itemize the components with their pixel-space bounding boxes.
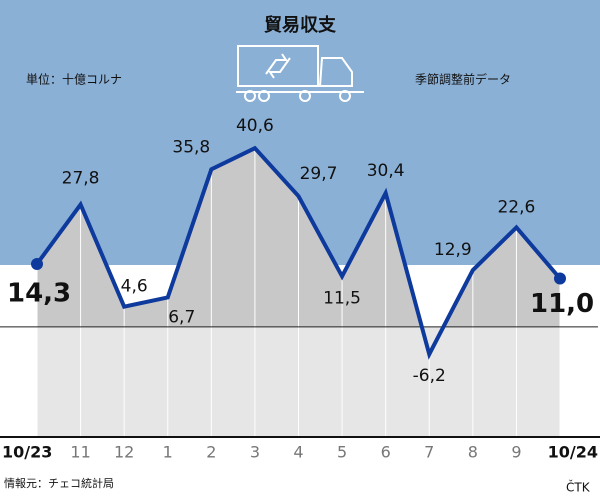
x-tick-label: 10/23 — [2, 443, 52, 462]
x-tick-label: 2 — [206, 443, 216, 462]
data-label: 22,6 — [497, 197, 535, 217]
chart-title: 貿易収支 — [264, 14, 337, 36]
data-note: 季節調整前データ — [415, 72, 511, 87]
x-tick-label: 9 — [511, 443, 521, 462]
data-label: 6,7 — [168, 307, 195, 327]
data-label: 12,9 — [434, 240, 472, 260]
x-tick-label: 12 — [114, 443, 134, 462]
line — [35, 145, 562, 360]
x-tick-label: 7 — [424, 443, 434, 462]
point — [31, 257, 43, 270]
source: 情報元：チェコ統計局 — [4, 476, 114, 490]
x-tick-label: 1 — [163, 443, 173, 462]
data-label: 40,6 — [236, 116, 274, 136]
data-label: -6,2 — [413, 366, 446, 386]
credit: ČTK — [566, 480, 591, 495]
data-label: 11,0 — [530, 289, 594, 319]
data-label: 4,6 — [121, 277, 148, 297]
x-tick-label: 5 — [337, 443, 347, 462]
data-label: 29,7 — [300, 164, 338, 184]
x-tick-label: 3 — [250, 443, 260, 462]
x-tick-label: 4 — [293, 443, 303, 462]
plot-area — [0, 148, 600, 438]
x-tick-label: 11 — [70, 443, 90, 462]
truck-icon — [236, 45, 364, 102]
data-label: 14,3 — [7, 278, 71, 308]
x-tick-label: 6 — [381, 443, 391, 462]
data-label: 35,8 — [172, 137, 210, 157]
data-label: 30,4 — [367, 161, 405, 181]
point — [554, 272, 566, 285]
data-label: 27,8 — [62, 169, 100, 189]
x-tick-label: 8 — [468, 443, 478, 462]
unit-note: 単位：十億コルナ — [26, 72, 122, 87]
data-label: 11,5 — [323, 288, 361, 308]
x-tick-label: 10/24 — [548, 443, 598, 462]
